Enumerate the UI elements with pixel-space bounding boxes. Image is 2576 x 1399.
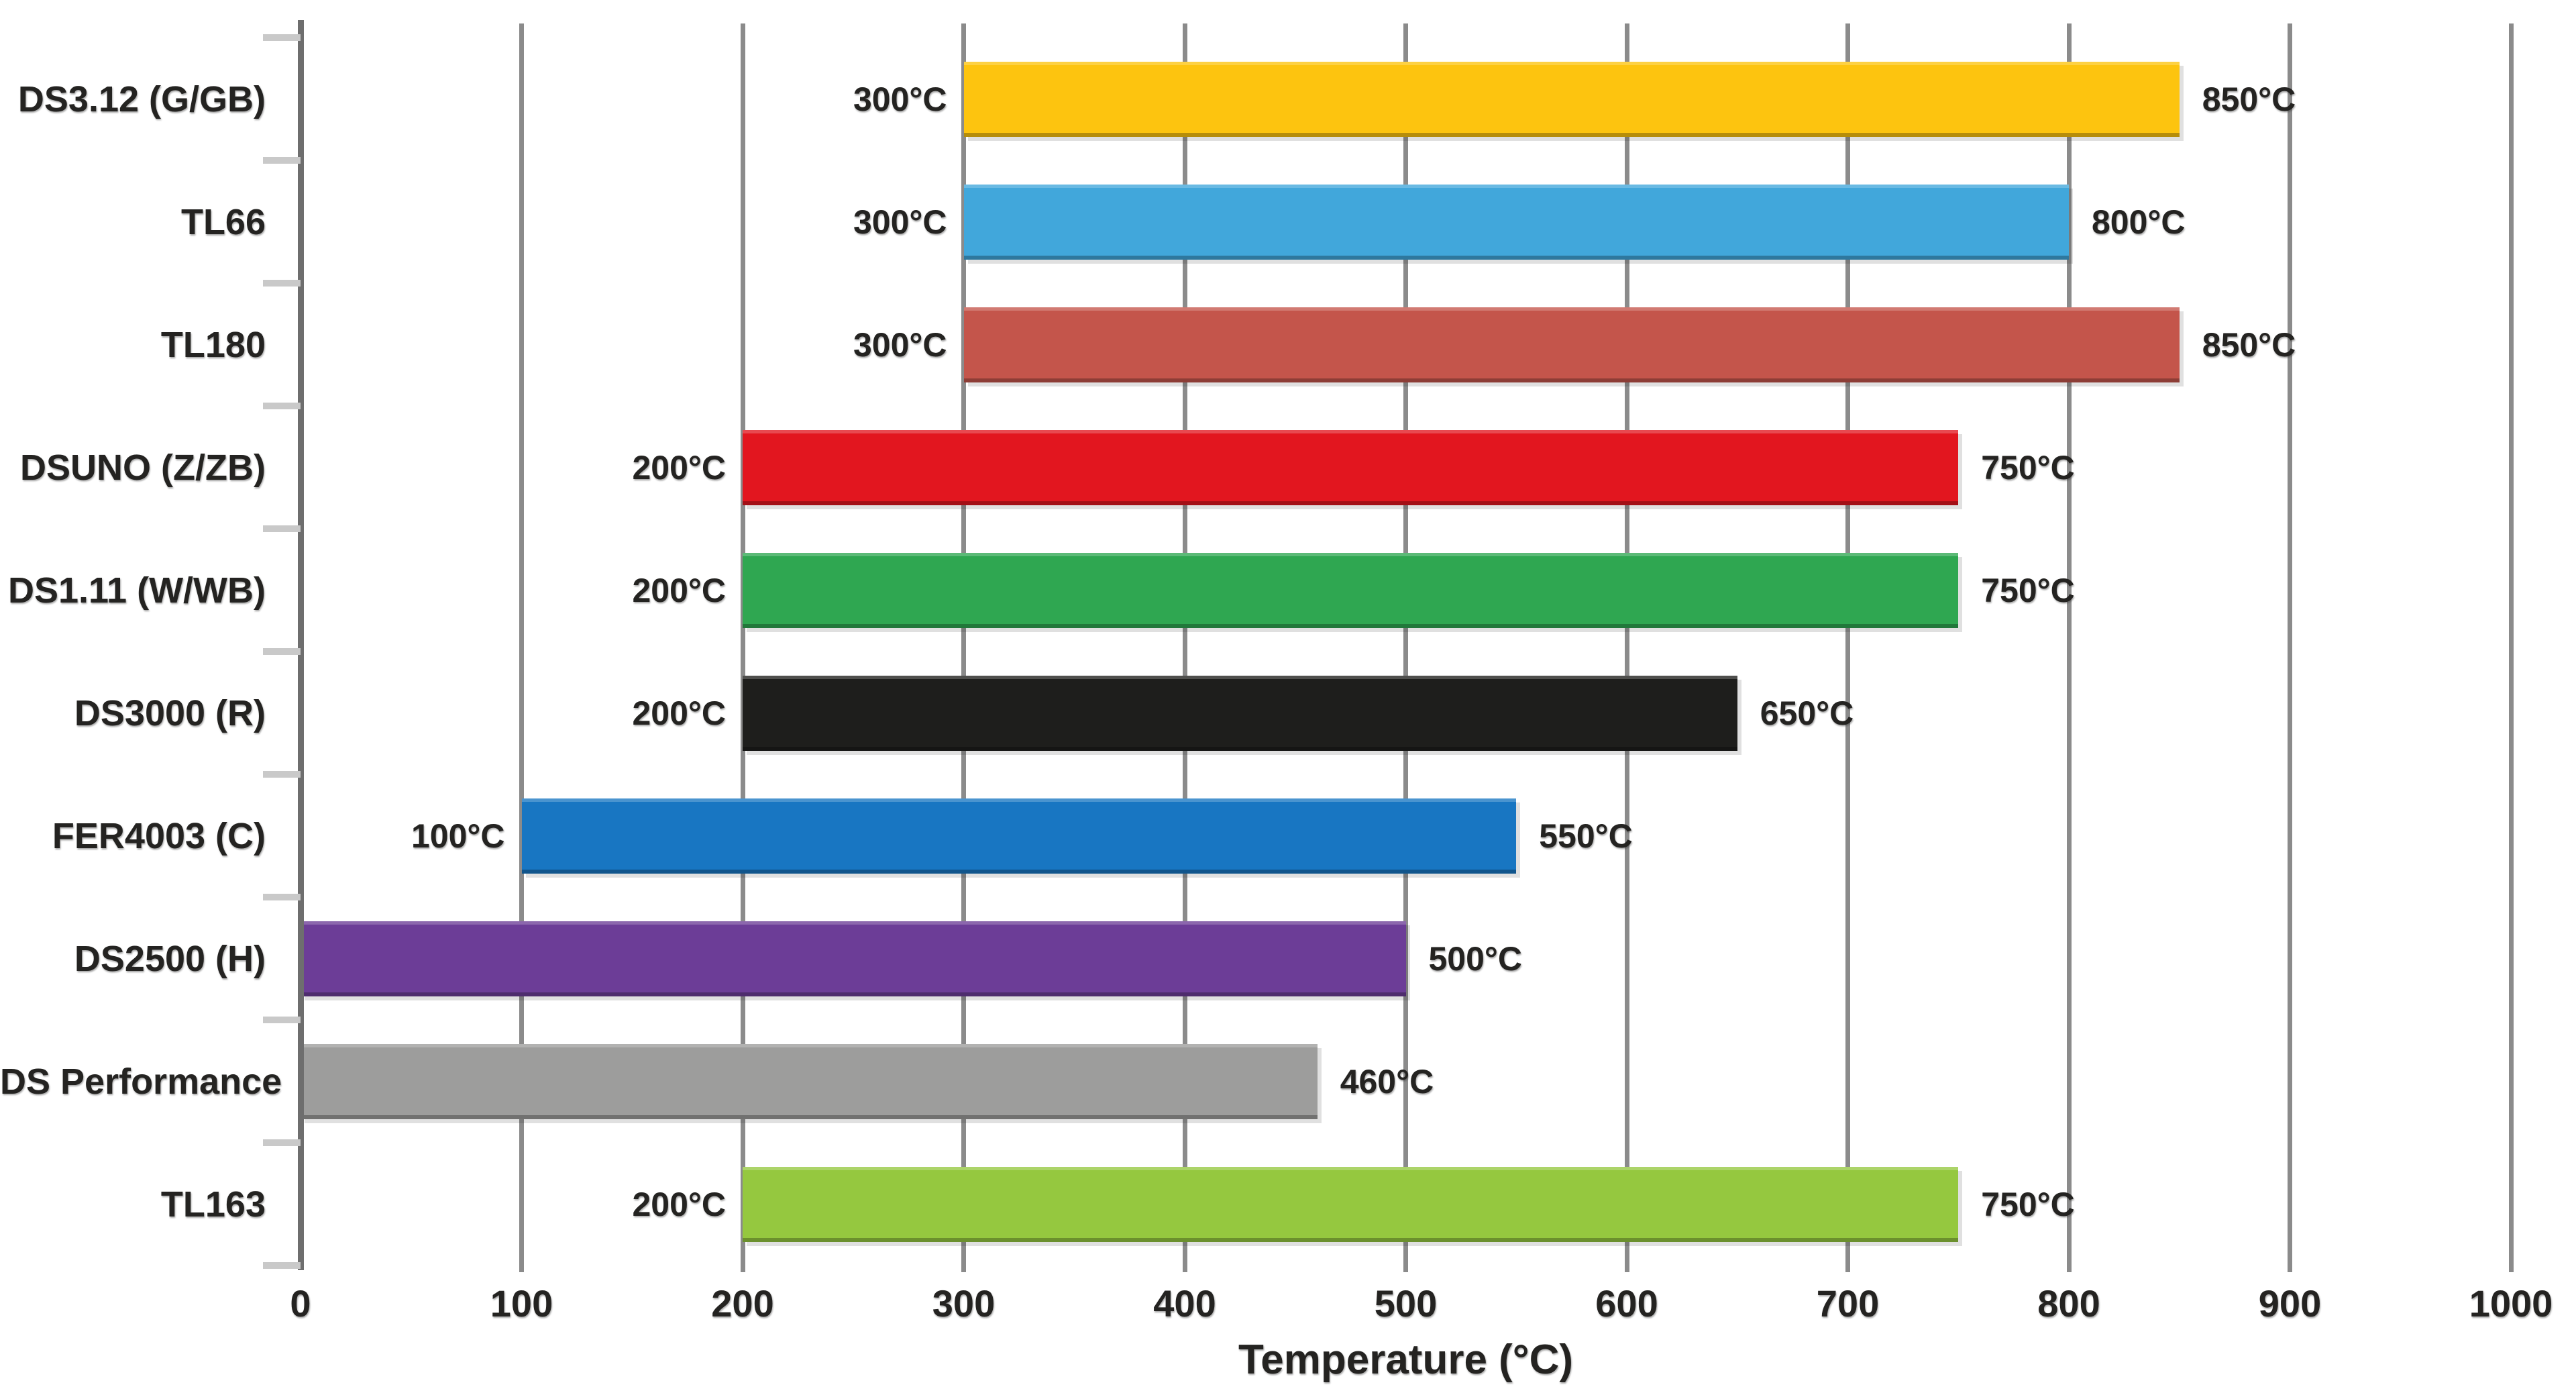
category-label-tl163: TL163	[160, 1184, 266, 1225]
bar-dsuno-z-zb	[743, 430, 1959, 505]
bar-max-value-label-tl163: 750°C	[1981, 1186, 2075, 1223]
y-axis-tick	[263, 525, 301, 532]
bar-ds1-11-w-wb	[743, 553, 1959, 628]
x-tick-label-700: 700	[1816, 1282, 1880, 1325]
bar-min-value-label-tl66: 300°C	[853, 203, 947, 241]
bar-min-value-label-ds3-12-g-gb: 300°C	[853, 81, 947, 118]
y-axis-tick	[263, 1139, 301, 1146]
bar-tl180	[963, 307, 2180, 382]
x-tick-label-900: 900	[2258, 1282, 2322, 1325]
bar-min-value-label-tl180: 300°C	[853, 326, 947, 364]
y-axis-tick	[263, 34, 301, 41]
x-tick-label-300: 300	[932, 1282, 996, 1325]
gridline-200	[740, 23, 745, 1272]
gridline-800	[2066, 23, 2072, 1272]
x-tick-label-500: 500	[1374, 1282, 1438, 1325]
x-axis-title: Temperature (°C)	[1238, 1337, 1574, 1383]
category-label-ds3-12-g-gb: DS3.12 (G/GB)	[17, 79, 266, 119]
category-label-dsuno-z-zb: DSUNO (Z/ZB)	[20, 448, 266, 488]
bar-min-value-label-ds3000-r: 200°C	[632, 694, 726, 732]
bar-tl66	[963, 185, 2069, 260]
bar-max-value-label-ds3-12-g-gb: 850°C	[2202, 81, 2296, 118]
bar-max-value-label-ds-performance: 460°C	[1340, 1063, 1434, 1100]
x-tick-label-800: 800	[2037, 1282, 2100, 1325]
category-label-ds-performance: DS Performance	[0, 1061, 282, 1102]
category-label-tl66: TL66	[180, 202, 266, 242]
x-tick-label-1000: 1000	[2469, 1282, 2553, 1325]
bar-ds3000-r	[743, 676, 1737, 751]
gridline-100	[519, 23, 524, 1272]
gridline-300	[961, 23, 966, 1272]
y-axis-tick	[263, 894, 301, 900]
category-label-fer4003-c: FER4003 (C)	[52, 816, 266, 856]
bar-max-value-label-ds2500-h: 500°C	[1428, 940, 1523, 978]
y-axis-line	[297, 20, 304, 1270]
y-axis-tick	[263, 771, 301, 778]
bar-min-value-label-fer4003-c: 100°C	[411, 817, 505, 855]
gridline-900	[2288, 23, 2292, 1272]
y-axis-tick	[263, 1262, 301, 1269]
bar-max-value-label-fer4003-c: 550°C	[1539, 817, 1633, 855]
category-label-ds1-11-w-wb: DS1.11 (W/WB)	[7, 570, 266, 611]
bar-min-value-label-ds1-11-w-wb: 200°C	[632, 572, 726, 609]
gridline-400	[1182, 23, 1187, 1272]
bar-ds-performance	[301, 1044, 1318, 1119]
bar-tl163	[743, 1167, 1959, 1242]
gridline-700	[1845, 23, 1850, 1272]
bar-ds2500-h	[301, 921, 1406, 996]
gridline-1000	[2508, 23, 2514, 1272]
y-axis-tick	[263, 157, 301, 164]
gridline-500	[1403, 23, 1408, 1272]
gridline-600	[1624, 23, 1629, 1272]
bar-min-value-label-dsuno-z-zb: 200°C	[632, 449, 726, 486]
bar-fer4003-c	[521, 798, 1517, 874]
y-axis-tick	[263, 280, 301, 287]
bar-max-value-label-ds3000-r: 650°C	[1760, 694, 1854, 732]
x-tick-label-100: 100	[490, 1282, 553, 1325]
bar-max-value-label-tl180: 850°C	[2202, 326, 2296, 364]
x-tick-label-200: 200	[711, 1282, 774, 1325]
bar-max-value-label-dsuno-z-zb: 750°C	[1981, 449, 2075, 486]
category-label-ds2500-h: DS2500 (H)	[74, 939, 266, 979]
category-label-ds3000-r: DS3000 (R)	[74, 693, 266, 733]
bar-max-value-label-ds1-11-w-wb: 750°C	[1981, 572, 2075, 609]
y-axis-tick	[263, 648, 301, 655]
x-tick-label-400: 400	[1153, 1282, 1216, 1325]
x-tick-label-0: 0	[290, 1282, 311, 1325]
bar-max-value-label-tl66: 800°C	[2092, 203, 2186, 241]
bar-ds3-12-g-gb	[963, 62, 2180, 137]
y-axis-tick	[263, 403, 301, 409]
y-axis-tick	[263, 1017, 301, 1023]
x-tick-label-600: 600	[1595, 1282, 1658, 1325]
bar-min-value-label-tl163: 200°C	[632, 1186, 726, 1223]
category-label-tl180: TL180	[160, 325, 266, 365]
